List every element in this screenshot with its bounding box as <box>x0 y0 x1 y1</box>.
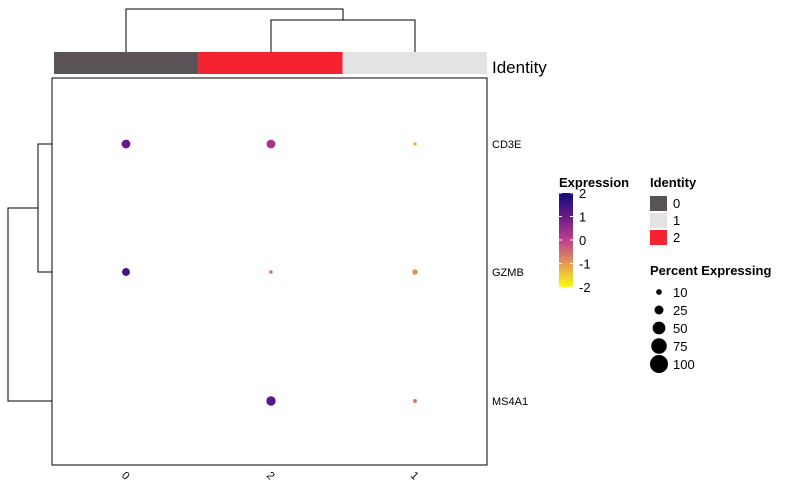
size-legend-title: Percent Expressing <box>650 263 771 278</box>
identity-annotation-bar <box>54 52 487 74</box>
size-legend-dot-25 <box>654 305 664 315</box>
expression-tick-label: -2 <box>579 280 591 295</box>
expression-tick-label: 2 <box>579 186 586 201</box>
column-dendrogram <box>125 8 416 52</box>
dot-GZMB-1 <box>412 269 418 275</box>
expression-legend-ticks: 2 1 0 -1 -2 <box>559 186 591 295</box>
size-legend-dot-100 <box>650 355 668 373</box>
column-label-0: 0 <box>119 470 132 483</box>
row-labels: CD3E GZMB MS4A1 <box>492 139 528 408</box>
identity-bar-label: Identity <box>492 58 547 77</box>
identity-legend-label-0: 0 <box>673 196 680 211</box>
dot-GZMB-2 <box>269 270 273 274</box>
size-legend-label-25: 25 <box>673 303 687 318</box>
size-legend-label-50: 50 <box>673 321 687 336</box>
identity-legend-label-2: 2 <box>673 230 680 245</box>
row-label-CD3E: CD3E <box>492 139 521 151</box>
size-legend-label-100: 100 <box>673 357 695 372</box>
size-legend-dot-75 <box>651 338 667 354</box>
dot-CD3E-0 <box>121 139 131 149</box>
identity-legend-title: Identity <box>650 175 697 190</box>
column-labels: 0 2 1 <box>119 470 421 483</box>
size-legend-dot-50 <box>652 321 666 335</box>
row-label-MS4A1: MS4A1 <box>492 396 528 408</box>
expression-colorbar <box>559 193 573 287</box>
dot-MS4A1-2 <box>266 396 276 406</box>
identity-bar-segment-1 <box>342 52 487 74</box>
row-label-GZMB: GZMB <box>492 267 524 279</box>
expression-tick-label: 1 <box>579 210 586 225</box>
size-legend-dot-10 <box>656 289 662 295</box>
column-label-1: 1 <box>408 470 421 483</box>
dot-GZMB-0 <box>122 268 130 276</box>
expression-legend-title: Expression <box>559 175 629 190</box>
size-legend-label-10: 10 <box>673 285 687 300</box>
dot-CD3E-2 <box>266 139 276 149</box>
identity-legend-swatch-0 <box>650 196 667 211</box>
identity-legend-items: 0 1 2 <box>650 196 680 245</box>
identity-legend-label-1: 1 <box>673 213 680 228</box>
identity-legend-swatch-2 <box>650 230 667 245</box>
expression-tick-label: 0 <box>579 233 586 248</box>
dot-MS4A1-1 <box>413 399 417 403</box>
row-dendrogram <box>7 143 52 402</box>
dot-CD3E-1 <box>413 142 417 146</box>
size-legend-items: 10 25 50 75 100 <box>650 285 695 373</box>
expression-tick-label: -1 <box>579 257 591 272</box>
identity-bar-segment-2 <box>198 52 343 74</box>
dot-layer <box>121 139 418 406</box>
identity-legend-swatch-1 <box>650 213 667 228</box>
size-legend-label-75: 75 <box>673 339 687 354</box>
identity-bar-segment-0 <box>54 52 199 74</box>
column-label-2: 2 <box>264 470 277 483</box>
